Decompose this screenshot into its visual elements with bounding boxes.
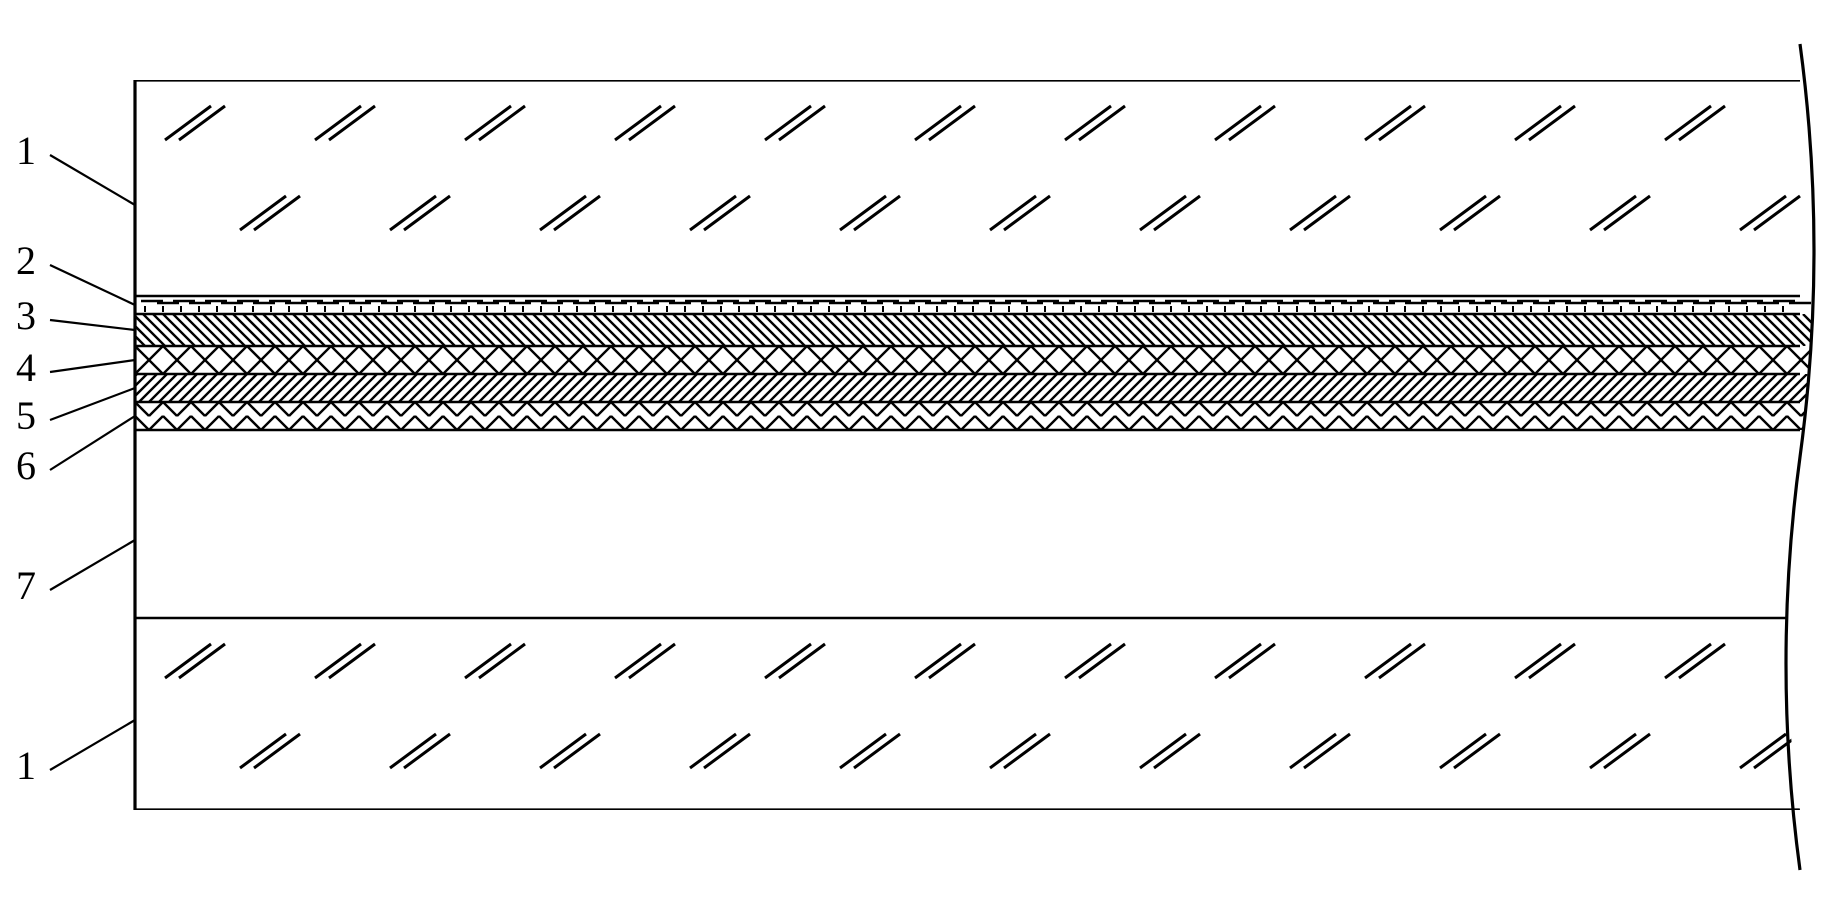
layer-6 — [135, 402, 1843, 430]
label-2: 2 — [16, 238, 36, 283]
label-5: 5 — [16, 393, 36, 438]
layer-3 — [103, 314, 1844, 346]
leader-1_top — [50, 155, 135, 205]
layer-2 — [141, 301, 1811, 312]
label-4: 4 — [16, 345, 36, 390]
layer-5 — [79, 374, 1827, 402]
leader-2 — [50, 265, 135, 305]
label-6: 6 — [16, 443, 36, 488]
layer-4 — [135, 346, 1843, 374]
leader-4 — [50, 360, 135, 372]
leader-6 — [50, 416, 135, 470]
layer-1_bot — [165, 644, 1800, 768]
leader-3 — [50, 320, 135, 330]
leader-1_bot — [50, 720, 135, 770]
leader-7 — [50, 540, 135, 590]
label-3: 3 — [16, 293, 36, 338]
label-7: 7 — [16, 563, 36, 608]
layer-1_top — [165, 106, 1800, 230]
label-1_bot: 1 — [16, 743, 36, 788]
leader-5 — [50, 388, 135, 420]
label-1_top: 1 — [16, 128, 36, 173]
cross-section-diagram: 1 2 3 45 6 7 1 — [0, 0, 1844, 923]
section-break-line — [1786, 44, 1814, 870]
